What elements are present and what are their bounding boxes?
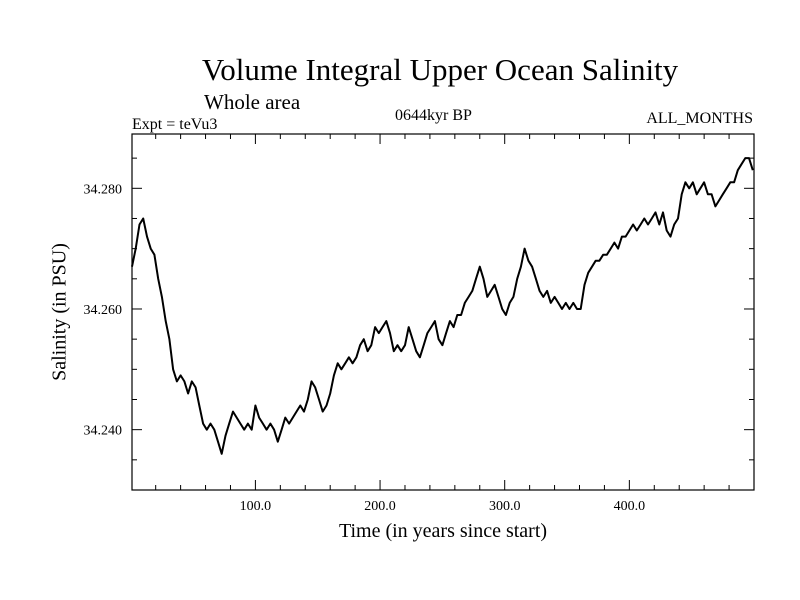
experiment-label: Expt = teVu3 [132,116,218,133]
x-axis-label: Time (in years since start) [338,520,548,542]
x-tick-label: 400.0 [614,499,646,514]
period-label: 0644kyr BP [395,107,472,124]
series-line [131,157,754,455]
x-tick-label: 300.0 [489,499,521,514]
x-tick-label: 200.0 [364,499,396,514]
months-label: ALL_MONTHS [646,110,753,127]
chart-subtitle: Whole area [204,90,301,114]
x-tick-label: 100.0 [240,499,272,514]
y-tick-label: 34.240 [84,424,123,439]
y-tick-label: 34.280 [84,182,123,197]
y-tick-label: 34.260 [84,303,123,318]
tick-labels: 100.0 200.0 300.0 400.0 34.240 34.260 34.280 [84,182,646,514]
axis-ticks [132,134,754,490]
plot-frame [131,133,755,491]
chart-title: Volume Integral Upper Ocean Salinity [201,52,679,87]
